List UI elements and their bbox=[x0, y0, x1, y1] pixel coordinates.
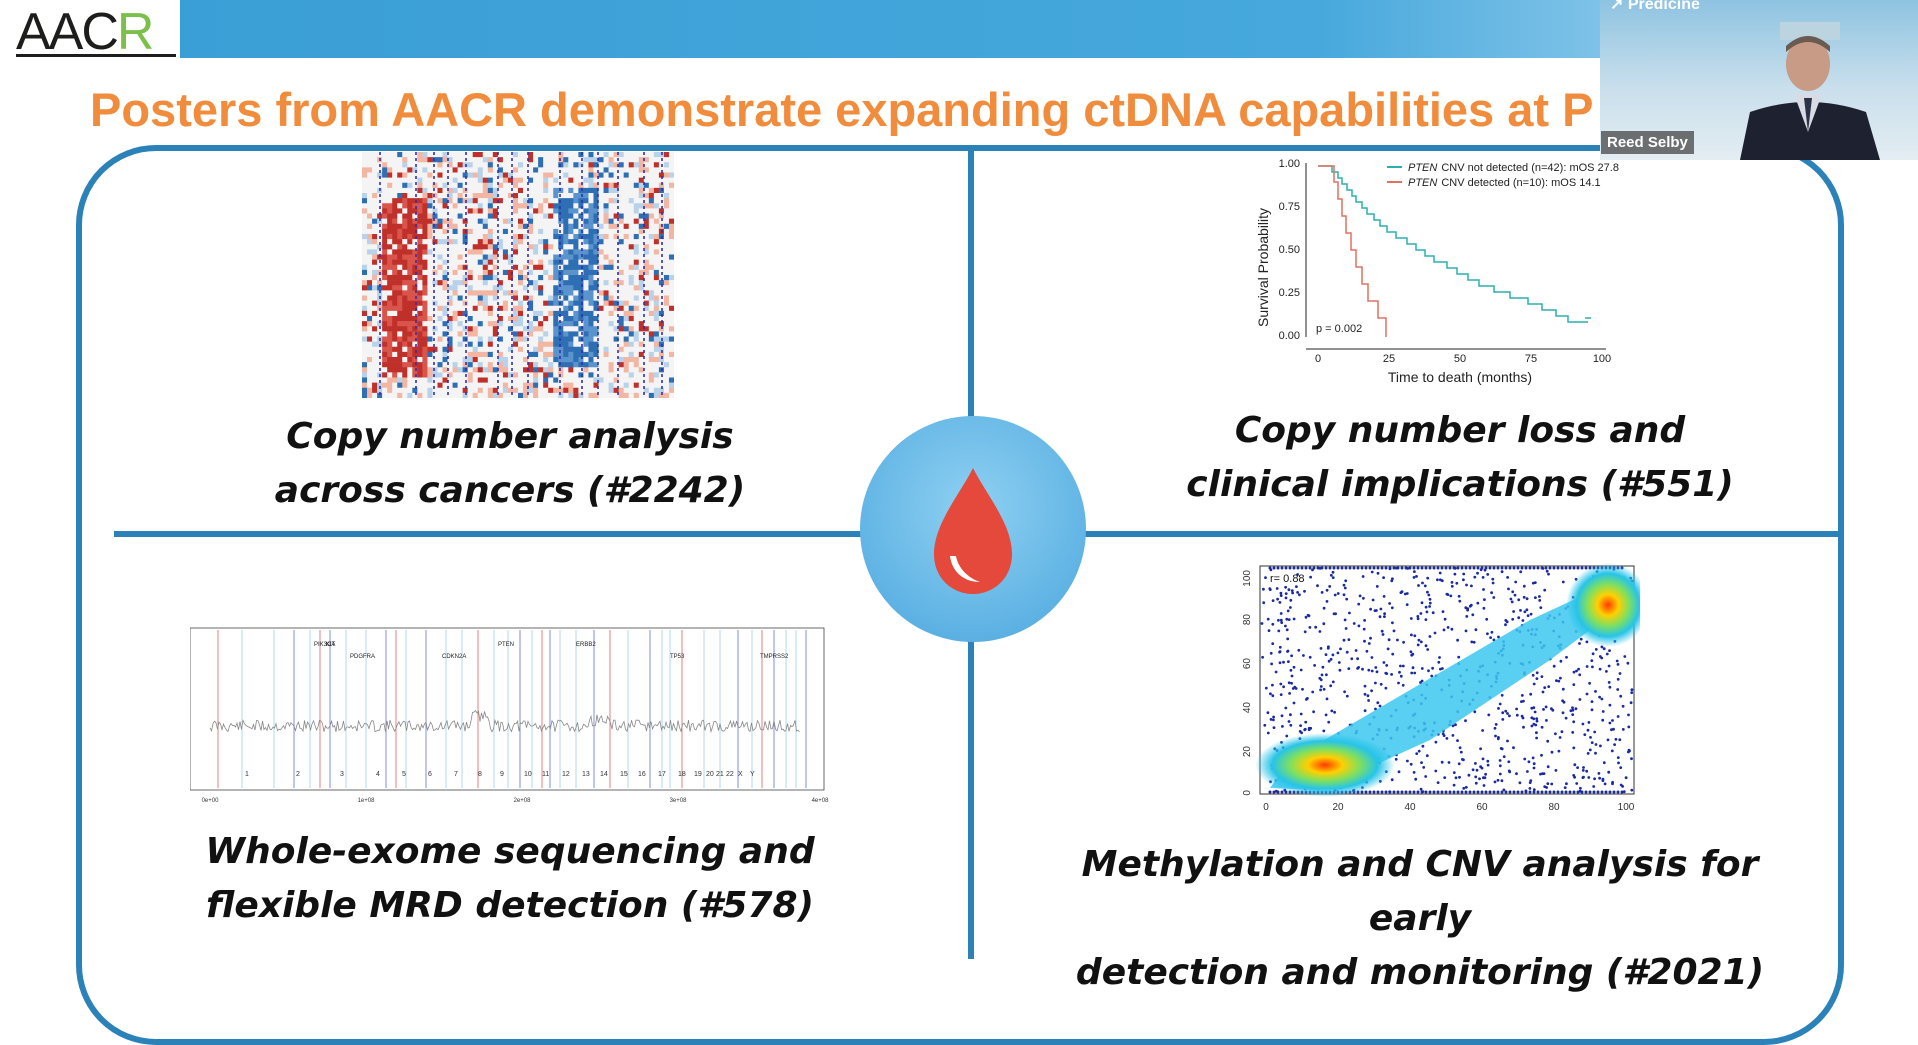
km-ytick: 0.00 bbox=[1279, 330, 1300, 342]
scatter-xtick: 40 bbox=[1404, 802, 1416, 813]
caption-top-right: Copy number loss and clinical implicatio… bbox=[1186, 410, 1734, 505]
caption-bottom-left: Whole-exome sequencing and flexible MRD … bbox=[205, 831, 815, 926]
km-legend-detected: CNV detected (n=10): mOS 14.1 bbox=[1441, 177, 1600, 189]
chromosome-label: 2 bbox=[296, 771, 300, 778]
aacr-logo: AACR bbox=[0, 0, 180, 61]
scatter-xtick: 60 bbox=[1476, 802, 1488, 813]
chromosome-label: 19 bbox=[694, 771, 702, 778]
gene-label: TP53 bbox=[670, 654, 685, 660]
km-ytick: 0.25 bbox=[1279, 287, 1300, 299]
wes-xtick: 3e+08 bbox=[670, 798, 688, 804]
speaker-figure bbox=[1740, 22, 1880, 160]
km-curve-not-detected bbox=[1318, 165, 1588, 323]
gene-label: PIK3CA bbox=[314, 642, 335, 648]
km-xlabel: Time to death (months) bbox=[1388, 369, 1532, 385]
gene-label: CDKN2A bbox=[442, 654, 466, 660]
km-ytick: 0.75 bbox=[1279, 201, 1300, 213]
header-bar bbox=[180, 0, 1600, 58]
chromosome-label: Y bbox=[750, 771, 755, 778]
scatter-ytick: 20 bbox=[1242, 746, 1253, 758]
chromosome-label: 7 bbox=[454, 771, 458, 778]
methylation-density-scatter: r= 0.88 0 20 40 60 80 100 0 20 40 60 80 100 bbox=[1230, 560, 1650, 820]
chromosome-label: 8 bbox=[478, 771, 482, 778]
whole-exome-plot: 1 2 3 4 5 6 7 8 9 10 11 12 13 14 15 16 17 18 19 20 21 22 X Y PIK… bbox=[189, 624, 830, 806]
km-legend-gene: PTEN bbox=[1408, 177, 1437, 189]
scatter-xtick: 80 bbox=[1548, 802, 1560, 813]
km-ytick: 1.00 bbox=[1279, 158, 1300, 170]
chromosome-label: 3 bbox=[340, 771, 344, 778]
wes-xtick: 2e+08 bbox=[514, 798, 532, 804]
scatter-ytick: 60 bbox=[1242, 658, 1253, 670]
slide-title: Posters from AACR demonstrate expanding … bbox=[90, 83, 1594, 136]
gene-label: ERBB2 bbox=[576, 642, 596, 648]
blood-drop-icon bbox=[860, 416, 1086, 642]
wes-xtick: 4e+08 bbox=[812, 798, 830, 804]
chromosome-label: X bbox=[738, 771, 743, 778]
chromosome-label: 4 bbox=[376, 771, 380, 778]
km-xtick: 100 bbox=[1593, 353, 1611, 365]
heatmap-graphic bbox=[362, 152, 674, 398]
scatter-annotation: r= 0.88 bbox=[1270, 573, 1305, 585]
scatter-ytick: 100 bbox=[1242, 570, 1253, 587]
chromosome-label: 20 bbox=[706, 771, 714, 778]
chromosome-label: 15 bbox=[620, 771, 628, 778]
km-legend-not-detected: CNV not detected (n=42): mOS 27.8 bbox=[1441, 162, 1619, 174]
scatter-xtick: 100 bbox=[1618, 802, 1635, 813]
wes-xtick: 1e+08 bbox=[358, 798, 376, 804]
gene-label: PTEN bbox=[498, 642, 514, 648]
chromosome-label: 22 bbox=[726, 771, 734, 778]
km-xtick: 0 bbox=[1315, 353, 1321, 365]
chromosome-label: 21 bbox=[716, 771, 724, 778]
scatter-xtick: 20 bbox=[1332, 802, 1344, 813]
chromosome-label: 11 bbox=[542, 771, 549, 778]
km-curve-detected bbox=[1318, 165, 1387, 337]
scatter-ytick: 40 bbox=[1242, 702, 1253, 714]
km-xtick: 50 bbox=[1454, 353, 1466, 365]
kaplan-meier-plot: Survival Probability 0.00 0.25 0.50 0.75… bbox=[1250, 152, 1620, 392]
chromosome-label: 12 bbox=[562, 771, 570, 778]
km-xtick: 25 bbox=[1383, 353, 1395, 365]
predicine-brand: ↗ Predicine bbox=[1610, 0, 1700, 13]
caption-bottom-right: Methylation and CNV analysis for early d… bbox=[1075, 844, 1765, 993]
wes-xtick: 0e+00 bbox=[202, 798, 220, 804]
chromosome-label: 6 bbox=[428, 771, 432, 778]
km-ytick: 0.50 bbox=[1279, 244, 1300, 256]
caption-top-left: Copy number analysis across cancers (#22… bbox=[274, 416, 746, 511]
chromosome-label: 14 bbox=[600, 771, 608, 778]
km-legend-gene: PTEN bbox=[1408, 162, 1437, 174]
scatter-ytick: 0 bbox=[1242, 790, 1253, 796]
gene-label: TMPRSS2 bbox=[760, 654, 789, 660]
speaker-name-tag: Reed Selby bbox=[1601, 131, 1694, 154]
km-xtick: 75 bbox=[1525, 353, 1537, 365]
chromosome-label: 10 bbox=[524, 771, 532, 778]
chromosome-label: 17 bbox=[658, 771, 666, 778]
gene-label: KIT bbox=[326, 642, 336, 648]
copy-number-heatmap bbox=[362, 152, 674, 398]
km-pvalue: p = 0.002 bbox=[1316, 323, 1362, 335]
chromosome-label: 16 bbox=[638, 771, 646, 778]
scatter-xtick: 0 bbox=[1263, 802, 1269, 813]
scatter-ytick: 80 bbox=[1242, 614, 1253, 626]
chromosome-label: 13 bbox=[582, 771, 590, 778]
km-ylabel: Survival Probability bbox=[1255, 208, 1271, 327]
chromosome-label: 1 bbox=[245, 771, 249, 778]
chromosome-label: 18 bbox=[678, 771, 686, 778]
chromosome-label: 9 bbox=[500, 771, 504, 778]
gene-label: PDGFRA bbox=[350, 654, 375, 660]
chromosome-label: 5 bbox=[402, 771, 406, 778]
